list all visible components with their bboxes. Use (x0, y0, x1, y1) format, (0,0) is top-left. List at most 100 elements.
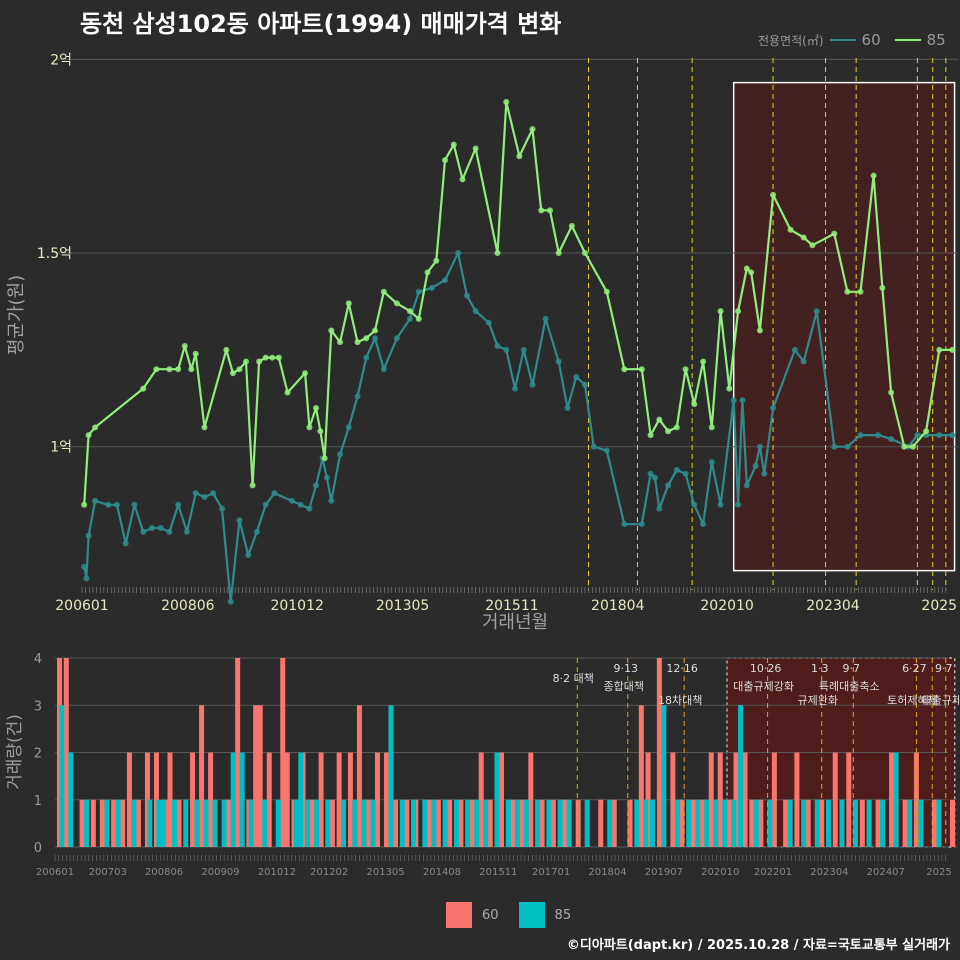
data-point-60 (949, 432, 956, 439)
data-point-60 (253, 528, 260, 535)
data-point-60 (621, 521, 628, 528)
volume-bar-85 (203, 799, 209, 847)
data-point-60 (297, 501, 304, 508)
volume-bar-60 (771, 752, 777, 847)
volume-bar-60 (447, 799, 453, 847)
volume-bar-60 (670, 752, 676, 847)
volume-bar-60 (627, 799, 633, 847)
volume-bar-85 (557, 799, 563, 847)
x-tick-label: 200806 (145, 867, 183, 878)
volume-bar-85 (293, 799, 299, 847)
data-point-60 (739, 397, 746, 404)
data-point-85 (503, 98, 510, 105)
x-tick-label: 202010 (700, 598, 753, 614)
data-point-85 (328, 327, 335, 334)
data-point-60 (564, 404, 571, 411)
volume-bar-60 (458, 799, 464, 847)
data-point-60 (428, 284, 435, 291)
volume-bar-60 (889, 752, 895, 847)
data-point-60 (503, 346, 510, 353)
data-point-85 (735, 308, 742, 315)
data-point-60 (236, 517, 243, 524)
volume-bar-60 (846, 752, 852, 847)
legend-title: 전용면적(㎡) (758, 33, 824, 48)
x-tick-label: 202010 (701, 867, 739, 878)
volume-bar-60 (487, 799, 493, 847)
data-point-85 (81, 501, 88, 508)
volume-bar-60 (176, 799, 182, 847)
x-tick-label: 201012 (258, 867, 296, 878)
volume-bar-60 (859, 799, 865, 847)
x-tick-label: 202201 (754, 867, 792, 878)
data-point-60 (192, 490, 199, 497)
data-point-60 (875, 432, 882, 439)
volume-bar-85 (68, 752, 74, 847)
volume-bar-85 (156, 799, 162, 847)
volume-bar-60 (575, 799, 581, 847)
price-chart: 1억 1.5억 2억 200601 200806 201012 201305 201511 20… (6, 52, 958, 633)
data-point-60 (380, 366, 387, 373)
data-point-85 (407, 308, 414, 315)
volume-bar-60 (190, 752, 196, 847)
data-point-85 (857, 288, 864, 295)
bar-legend-label-85: 85 (554, 907, 572, 923)
x-tick-label: 201202 (310, 867, 348, 878)
volume-bar-60 (783, 799, 789, 847)
data-point-60 (245, 552, 252, 559)
data-point-60 (83, 575, 90, 582)
volume-bar-60 (528, 752, 534, 847)
data-point-60 (105, 501, 112, 508)
data-point-85 (337, 339, 344, 346)
policy-label: 대출규제 (922, 694, 960, 707)
volume-bar-85 (239, 752, 245, 847)
data-point-60 (227, 598, 234, 605)
policy-date: 1·3 (811, 662, 829, 675)
volume-bar-60 (875, 799, 881, 847)
data-point-60 (590, 443, 597, 450)
data-point-85 (354, 339, 361, 346)
volume-bar-60 (329, 799, 335, 847)
x-axis-title: 거래년월 (482, 612, 548, 633)
data-point-85 (306, 424, 313, 431)
volume-bar-60 (562, 799, 568, 847)
volume-bar-85 (738, 705, 744, 847)
volume-bar-60 (708, 752, 714, 847)
policy-date: 9·7 (935, 662, 953, 675)
volume-bar-85 (275, 799, 281, 847)
volume-bar-60 (111, 799, 117, 847)
data-point-85 (949, 346, 956, 353)
x-tick-label: 201804 (591, 598, 645, 614)
policy-label: 8·2 대책 (553, 672, 594, 685)
volume-bar-60 (742, 752, 748, 847)
volume-bar-85 (388, 705, 394, 847)
data-point-85 (923, 428, 930, 435)
data-point-60 (603, 447, 610, 454)
data-point-60 (761, 470, 768, 477)
data-point-60 (175, 501, 182, 508)
x-tick-label: 200806 (161, 598, 215, 614)
policy-label: 18차대책 (658, 694, 702, 707)
volume-chart: 0 1 2 3 4 8·2 대책 9·13 종합대책 12·16 18차대책 10·26 대출규제강화… (5, 652, 960, 878)
data-point-85 (192, 350, 199, 357)
data-point-60 (148, 525, 155, 532)
data-point-85 (275, 354, 282, 361)
volume-bar-85 (483, 799, 489, 847)
volume-bar-85 (194, 799, 200, 847)
volume-bar-60 (913, 752, 919, 847)
data-point-60 (800, 358, 807, 365)
volume-bar-60 (611, 799, 617, 847)
x-tick-label: 201511 (485, 598, 538, 614)
policy-date: 9·13 (614, 662, 639, 675)
volume-bar-60 (374, 752, 380, 847)
data-point-85 (92, 424, 99, 431)
data-point-60 (201, 494, 208, 501)
volume-bar-85 (584, 799, 590, 847)
volume-bar-85 (411, 799, 417, 847)
data-point-60 (323, 474, 330, 481)
data-point-85 (262, 354, 269, 361)
data-point-60 (529, 381, 536, 388)
policy-label: 대출규제강화 (733, 680, 794, 693)
volume-bar-60 (749, 799, 755, 847)
volume-bar-85 (325, 799, 331, 847)
data-point-60 (463, 292, 470, 299)
